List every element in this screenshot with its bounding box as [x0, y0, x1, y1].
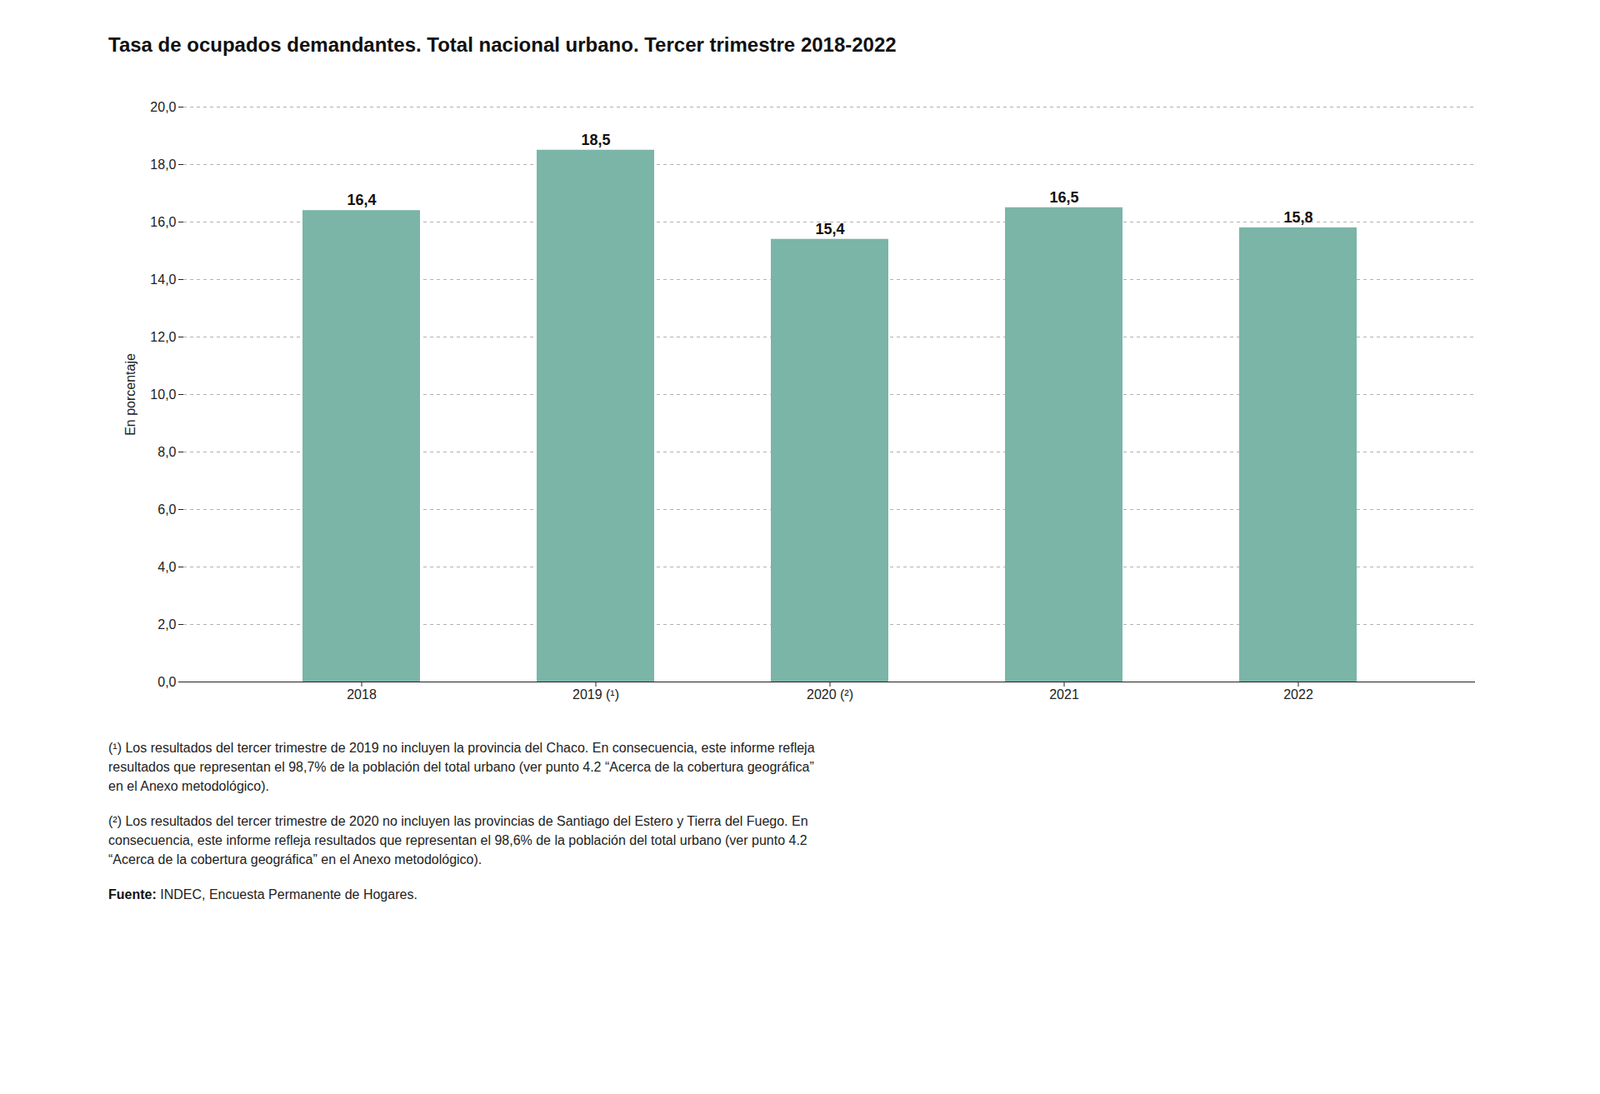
svg-text:2022: 2022 [1283, 687, 1314, 702]
svg-text:16,5: 16,5 [1049, 189, 1079, 206]
svg-text:8,0: 8,0 [157, 445, 176, 460]
svg-text:12,0: 12,0 [150, 330, 176, 345]
html-text:Tasa de ocupados demandantes.: Tasa de ocupados demandantes. Total naci… [108, 33, 897, 56]
svg-text:20,0: 20,0 [150, 100, 176, 115]
html-text:Fuente: INDEC, Encuesta Perman: Fuente: INDEC, Encuesta Permanente de Ho… [108, 887, 418, 902]
svg-text:2020 (²): 2020 (²) [806, 687, 854, 702]
svg-text:En porcentaje: En porcentaje [123, 353, 138, 436]
svg-text:18,0: 18,0 [150, 157, 176, 172]
svg-text:15,8: 15,8 [1283, 209, 1313, 226]
svg-text:2,0: 2,0 [157, 617, 176, 632]
svg-text:10,0: 10,0 [150, 387, 176, 402]
html-text:(¹) Los resultados del tercer: (¹) Los resultados del tercer trimestre … [108, 740, 815, 794]
svg-text:6,0: 6,0 [157, 502, 176, 517]
svg-text:2019 (¹): 2019 (¹) [572, 687, 620, 702]
svg-text:15,4: 15,4 [815, 220, 845, 238]
svg-text:4,0: 4,0 [157, 560, 176, 575]
svg-text:18,5: 18,5 [580, 131, 610, 149]
html-text:(²) Los resultados del tercer: (²) Los resultados del tercer trimestre … [108, 813, 808, 867]
svg-text:2021: 2021 [1049, 687, 1080, 702]
svg-text:16,0: 16,0 [150, 215, 176, 230]
svg-text:16,4: 16,4 [346, 191, 376, 209]
svg-text:0,0: 0,0 [157, 675, 176, 690]
svg-text:2018: 2018 [346, 687, 377, 702]
svg-text:14,0: 14,0 [150, 272, 176, 287]
